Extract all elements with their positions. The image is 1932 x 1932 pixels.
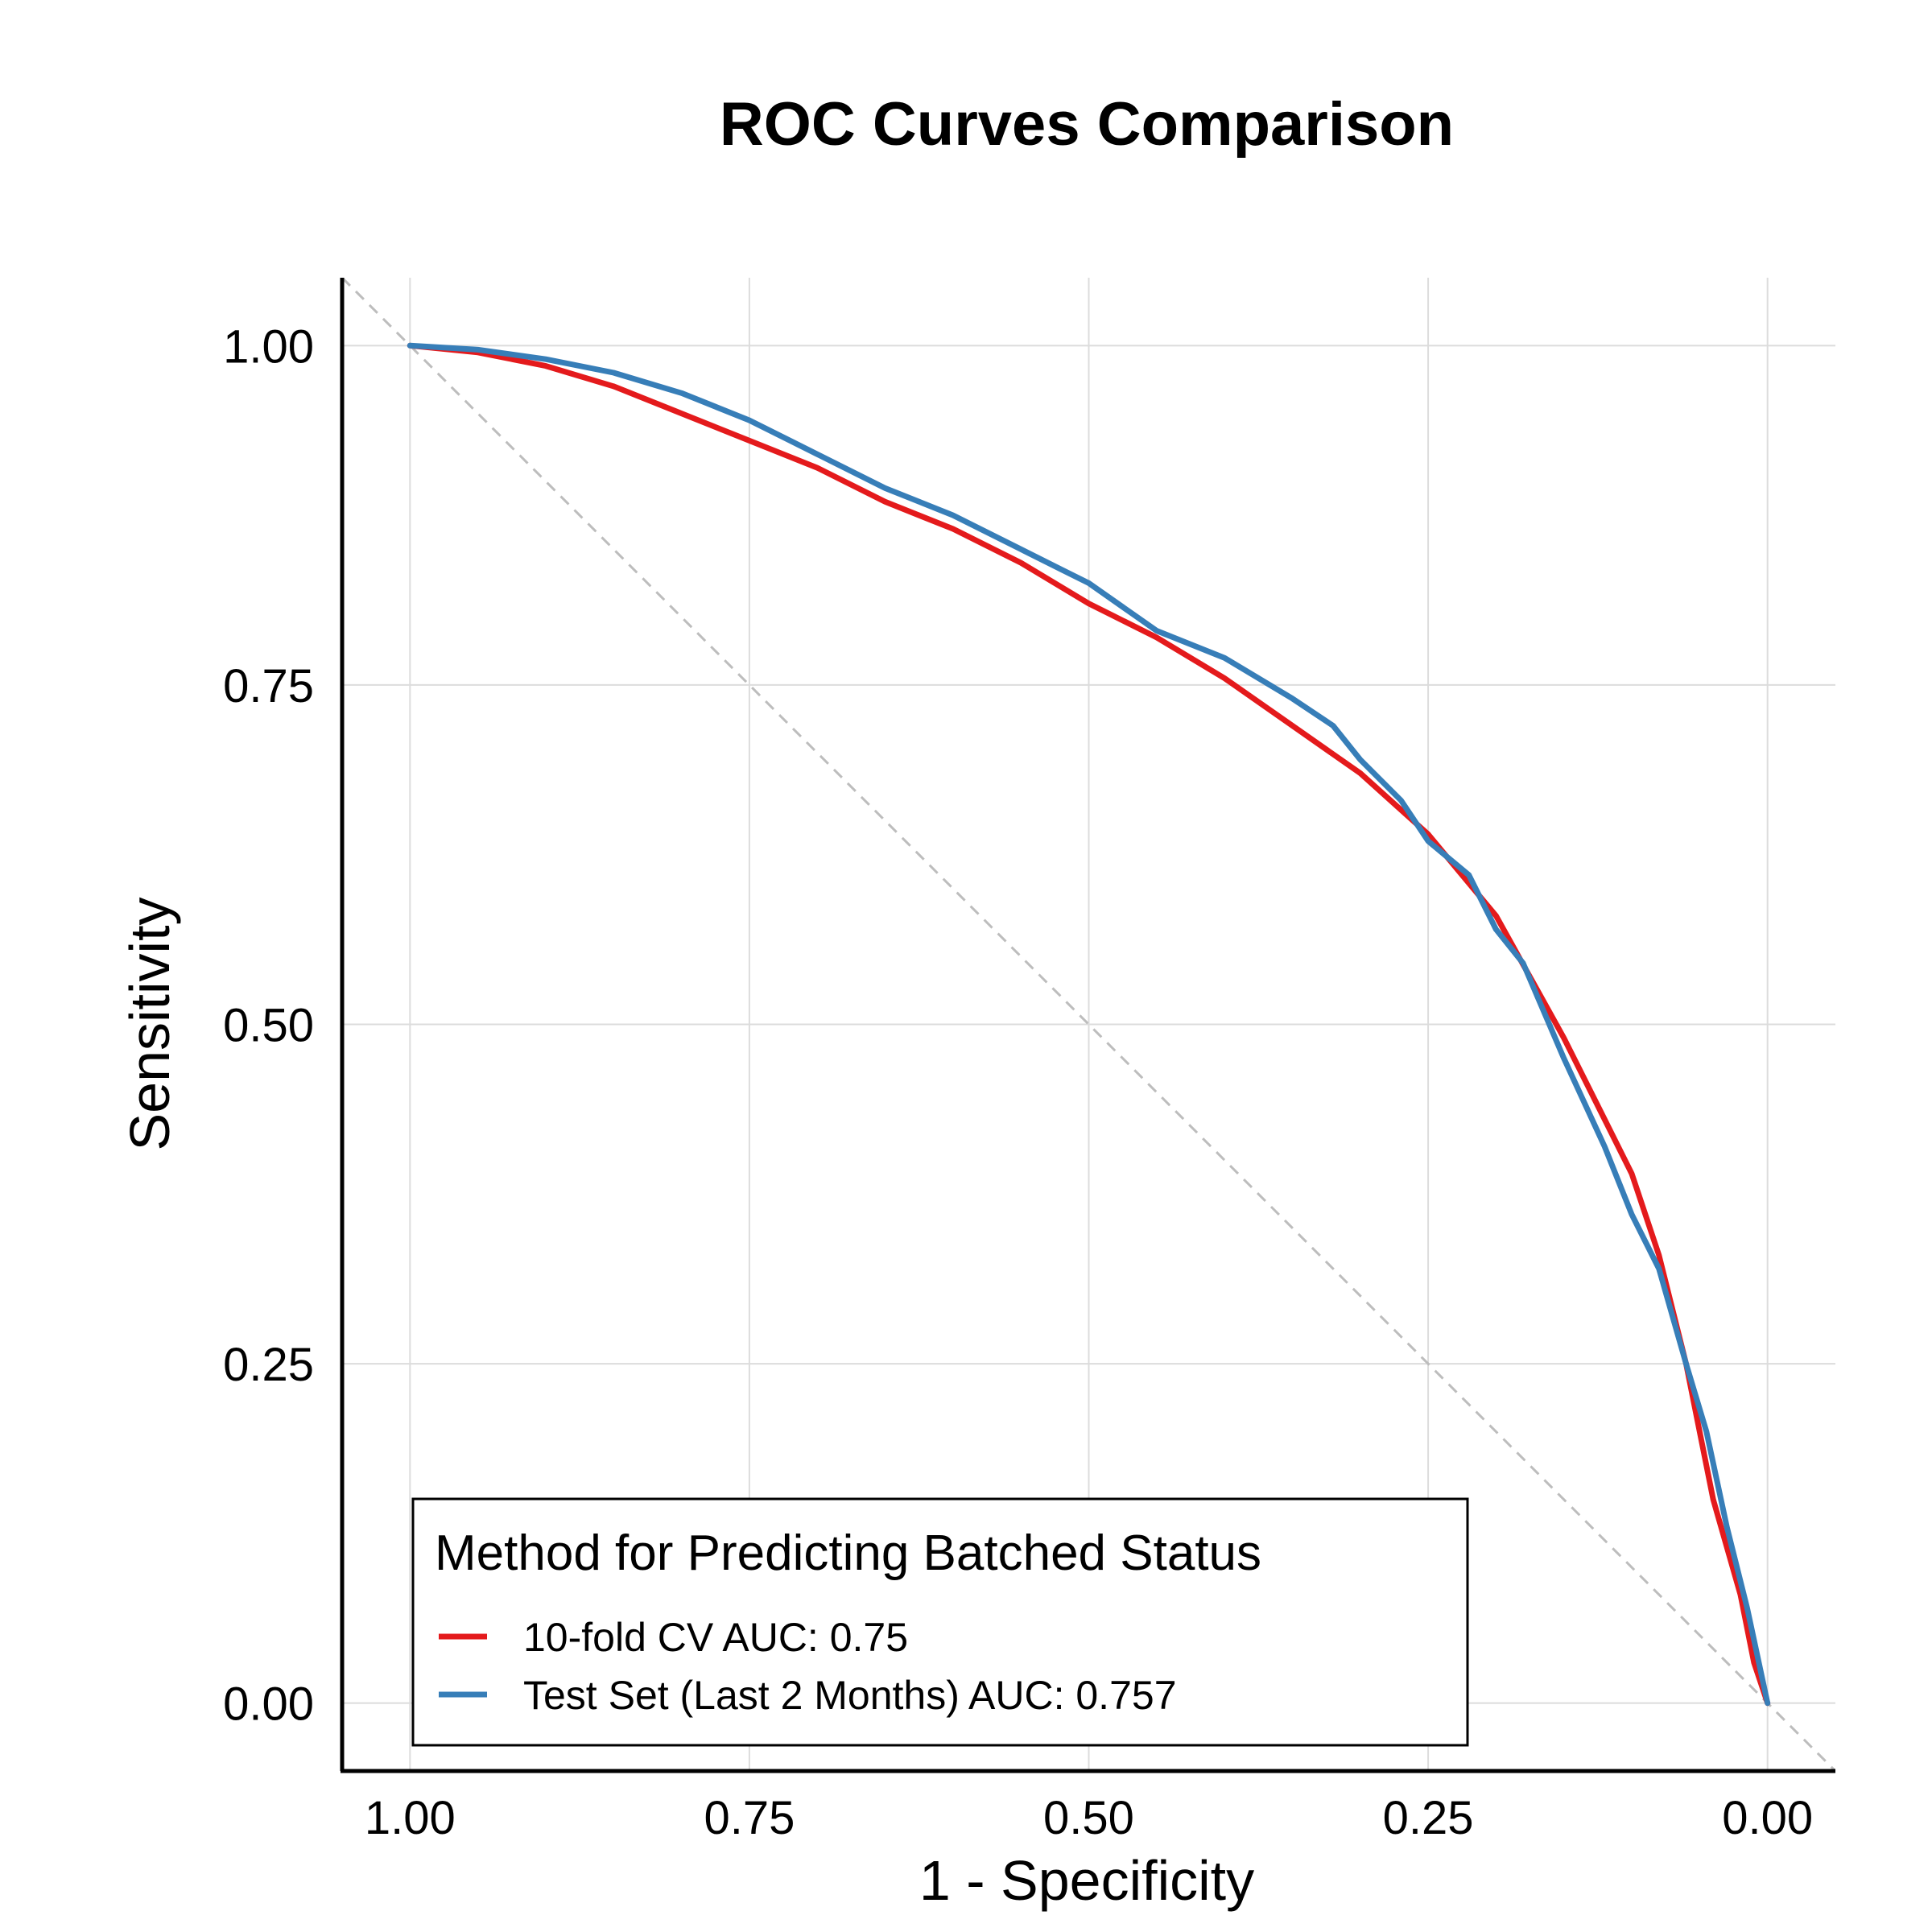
y-tick-label: 0.75 xyxy=(223,660,314,712)
diagonal-reference-line xyxy=(342,278,1835,1771)
series-layer xyxy=(407,342,1771,1707)
y-tick-labels: 0.00 0.25 0.50 0.75 1.00 xyxy=(223,320,314,1730)
reference-layer xyxy=(342,278,1835,1771)
x-tick-label: 0.00 xyxy=(1722,1792,1813,1844)
y-tick-label: 0.25 xyxy=(223,1339,314,1391)
chart-title: ROC Curves Comparison xyxy=(720,90,1454,159)
series-line-1 xyxy=(407,342,1771,1707)
x-tick-label: 0.50 xyxy=(1043,1792,1134,1844)
x-tick-label: 0.25 xyxy=(1383,1792,1474,1844)
x-axis-title: 1 - Specificity xyxy=(919,1849,1254,1912)
y-axis-title: Sensitivity xyxy=(118,897,181,1150)
y-tick-label: 0.00 xyxy=(223,1678,314,1731)
x-tick-label: 1.00 xyxy=(365,1792,456,1844)
y-tick-label: 1.00 xyxy=(223,320,314,373)
x-tick-labels: 1.00 0.75 0.50 0.25 0.00 xyxy=(365,1792,1813,1844)
legend-title: Method for Predicting Batched Status xyxy=(435,1525,1261,1581)
legend-label-cv: 10-fold CV AUC: 0.75 xyxy=(523,1615,908,1660)
legend: Method for Predicting Batched Status 10-… xyxy=(411,1497,1469,1747)
legend-box xyxy=(411,1497,1469,1747)
y-tick-label: 0.50 xyxy=(223,1000,314,1052)
legend-label-test: Test Set (Last 2 Months) AUC: 0.757 xyxy=(523,1673,1177,1718)
x-tick-label: 0.75 xyxy=(704,1792,795,1844)
